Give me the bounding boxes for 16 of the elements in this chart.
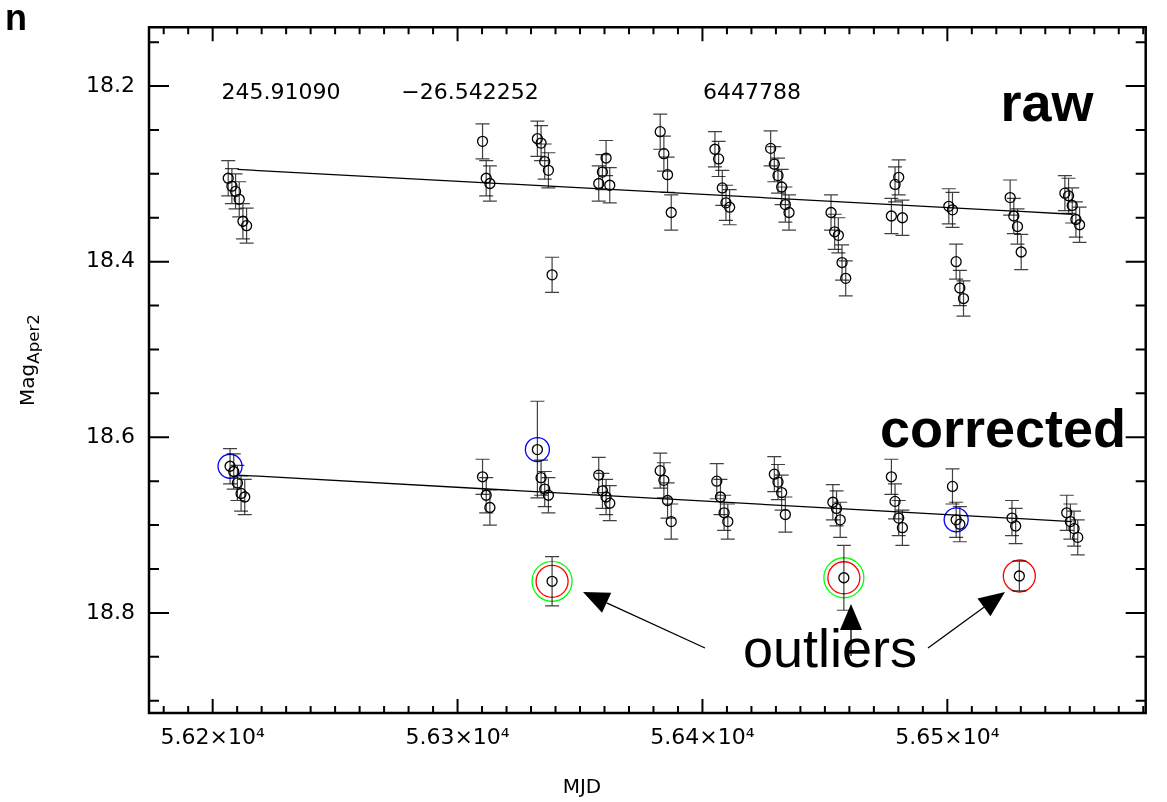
- x-tick-label: 5.64×10⁴: [650, 723, 755, 749]
- annotation: 6447788: [703, 79, 801, 104]
- y-tick-label: 18.8: [86, 598, 135, 624]
- x-tick-label: 5.65×10⁴: [895, 723, 1000, 749]
- annotation: outliers: [742, 618, 918, 678]
- x-tick-label: 5.62×10⁴: [160, 723, 265, 749]
- legend-label: corrected: [879, 398, 1127, 458]
- y-tick-label: 18.4: [86, 247, 135, 273]
- x-axis-title: MJD: [562, 774, 602, 798]
- y-tick-label: 18.2: [86, 71, 135, 97]
- y-tick-label: 18.6: [86, 422, 135, 448]
- annotation: 245.91090: [221, 79, 341, 104]
- legend-label: raw: [1000, 72, 1094, 132]
- text: n: [5, 0, 27, 38]
- annotation: −26.542252: [401, 79, 539, 104]
- x-tick-label: 5.63×10⁴: [405, 723, 510, 749]
